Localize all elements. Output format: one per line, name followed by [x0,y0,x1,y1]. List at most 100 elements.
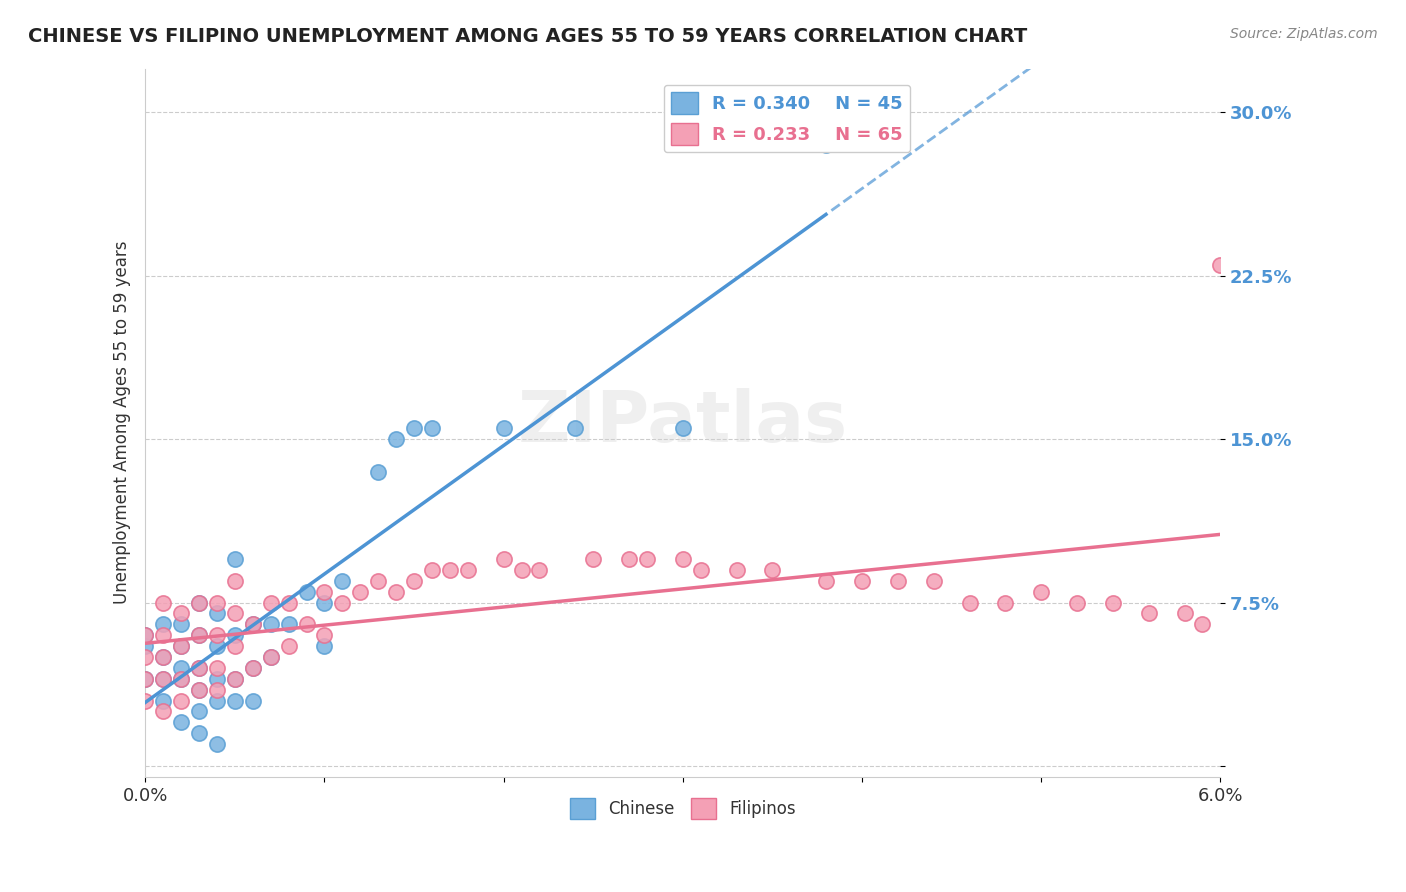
Point [188,682,211,697]
Point [152,628,174,642]
Point [152,617,174,632]
Point [134,672,156,686]
Point [152,595,174,609]
Point [205,672,228,686]
Point [672,552,695,566]
Point [1173,607,1195,621]
Point [242,617,264,632]
Point [1191,617,1213,632]
Point [188,661,211,675]
Point [349,584,371,599]
Point [205,682,228,697]
Point [420,421,443,435]
Point [188,661,211,675]
Point [582,552,605,566]
Point [134,650,156,665]
Point [188,628,211,642]
Point [314,584,336,599]
Point [260,595,283,609]
Point [887,574,910,588]
Point [134,672,156,686]
Point [815,137,838,152]
Point [242,617,264,632]
Point [314,639,336,653]
Point [851,574,873,588]
Point [636,552,658,566]
Point [188,595,211,609]
Point [188,628,211,642]
Point [170,607,193,621]
Point [1066,595,1088,609]
Point [295,584,318,599]
Point [224,628,246,642]
Point [205,639,228,653]
Point [617,552,640,566]
Point [152,672,174,686]
Point [492,552,515,566]
Text: Source: ZipAtlas.com: Source: ZipAtlas.com [1230,27,1378,41]
Point [205,737,228,751]
Point [205,661,228,675]
Point [242,661,264,675]
Point [170,672,193,686]
Point [205,693,228,707]
Point [170,693,193,707]
Point [134,693,156,707]
Point [332,595,354,609]
Point [689,563,711,577]
Point [404,574,426,588]
Point [277,617,299,632]
Point [224,672,246,686]
Point [224,672,246,686]
Point [529,563,551,577]
Point [205,628,228,642]
Point [134,628,156,642]
Point [367,465,389,479]
Point [134,639,156,653]
Text: ZIPatlas: ZIPatlas [517,388,848,458]
Point [385,432,408,446]
Point [295,617,318,632]
Point [564,421,586,435]
Point [152,650,174,665]
Point [260,617,283,632]
Point [224,639,246,653]
Point [188,705,211,719]
Legend: Chinese, Filipinos: Chinese, Filipinos [562,791,803,825]
Point [420,563,443,577]
Point [922,574,945,588]
Point [260,650,283,665]
Point [385,584,408,599]
Point [205,595,228,609]
Point [367,574,389,588]
Point [994,595,1017,609]
Point [492,421,515,435]
Point [188,682,211,697]
Point [152,650,174,665]
Point [224,552,246,566]
Point [224,607,246,621]
Point [314,628,336,642]
Point [170,672,193,686]
Text: CHINESE VS FILIPINO UNEMPLOYMENT AMONG AGES 55 TO 59 YEARS CORRELATION CHART: CHINESE VS FILIPINO UNEMPLOYMENT AMONG A… [28,27,1028,45]
Y-axis label: Unemployment Among Ages 55 to 59 years: Unemployment Among Ages 55 to 59 years [114,241,131,605]
Point [277,639,299,653]
Point [1209,258,1232,272]
Point [242,661,264,675]
Point [188,726,211,740]
Point [224,574,246,588]
Point [761,563,783,577]
Point [170,639,193,653]
Point [1031,584,1053,599]
Point [152,672,174,686]
Point [224,693,246,707]
Point [277,595,299,609]
Point [152,705,174,719]
Point [959,595,981,609]
Point [170,715,193,730]
Point [170,617,193,632]
Point [188,595,211,609]
Point [242,693,264,707]
Point [439,563,461,577]
Point [134,628,156,642]
